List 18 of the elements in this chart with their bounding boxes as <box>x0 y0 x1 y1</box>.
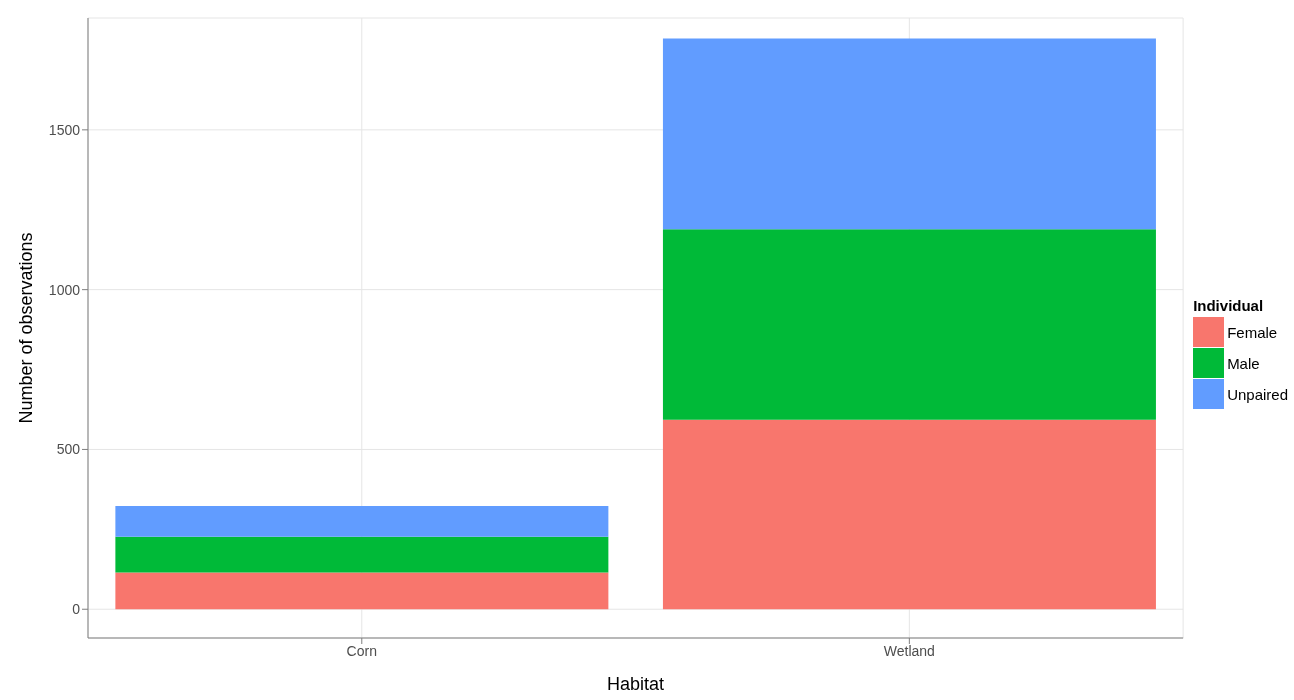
bar <box>662 38 1156 230</box>
legend-label: Female <box>1227 323 1278 341</box>
legend-label: Unpaired <box>1227 385 1288 403</box>
legend-label: Male <box>1227 354 1260 372</box>
legend-title: Individual <box>1193 296 1265 314</box>
y-tick-label: 0 <box>72 601 81 618</box>
y-tick-label: 500 <box>56 441 81 458</box>
x-tick-label: Wetland <box>883 642 935 659</box>
bar <box>662 419 1156 610</box>
y-tick-label: 1500 <box>48 121 81 138</box>
x-axis-title: Habitat <box>607 674 665 694</box>
x-tick-label: Corn <box>346 642 377 659</box>
bar <box>115 506 609 537</box>
y-axis-title: Number of observations <box>16 232 37 424</box>
bar <box>115 536 609 573</box>
bar <box>115 572 609 610</box>
y-tick-label: 1000 <box>48 281 81 298</box>
bar <box>662 229 1156 420</box>
